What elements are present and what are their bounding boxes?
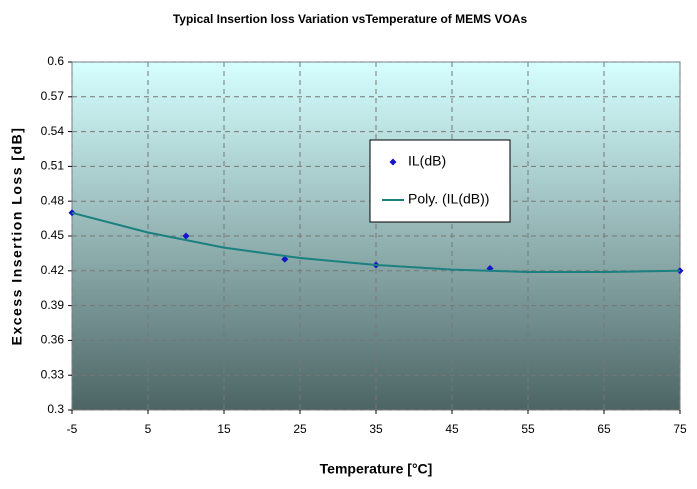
y-tick-label: 0.39 xyxy=(41,298,65,312)
y-tick-label: 0.33 xyxy=(41,367,65,381)
y-tick-label: 0.54 xyxy=(41,124,65,138)
x-tick-label: 45 xyxy=(445,422,459,436)
y-axis-label: Excess Insertion Loss [dB] xyxy=(9,127,25,346)
legend-label: IL(dB) xyxy=(408,153,446,169)
x-tick-label: 65 xyxy=(597,422,611,436)
legend-label: Poly. (IL(dB)) xyxy=(408,191,489,207)
y-tick-label: 0.51 xyxy=(41,159,65,173)
x-tick-label: 25 xyxy=(293,422,307,436)
x-tick-label: 55 xyxy=(521,422,535,436)
x-tick-label: 35 xyxy=(369,422,383,436)
legend-box xyxy=(369,139,511,223)
y-tick-label: 0.48 xyxy=(41,193,65,207)
y-tick-label: 0.45 xyxy=(41,228,65,242)
y-tick-label: 0.6 xyxy=(47,54,64,68)
x-tick-label: 5 xyxy=(145,422,152,436)
legend: IL(dB) Poly. (IL(dB)) xyxy=(369,139,511,223)
x-tick-label: -5 xyxy=(67,422,78,436)
y-tick-label: 0.57 xyxy=(41,89,65,103)
y-tick-label: 0.3 xyxy=(47,402,64,416)
data-point xyxy=(182,232,190,240)
trend-line xyxy=(71,211,681,273)
y-tick-label: 0.36 xyxy=(41,333,65,347)
y-tick-label: 0.42 xyxy=(41,263,65,277)
legend-marker xyxy=(389,158,397,166)
data-point xyxy=(281,255,289,263)
x-axis-label: Temperature [°C] xyxy=(320,461,433,477)
x-tick-label: 15 xyxy=(217,422,231,436)
x-tick-label: 75 xyxy=(673,422,687,436)
chart-title: Typical Insertion loss Variation vsTempe… xyxy=(173,12,528,26)
